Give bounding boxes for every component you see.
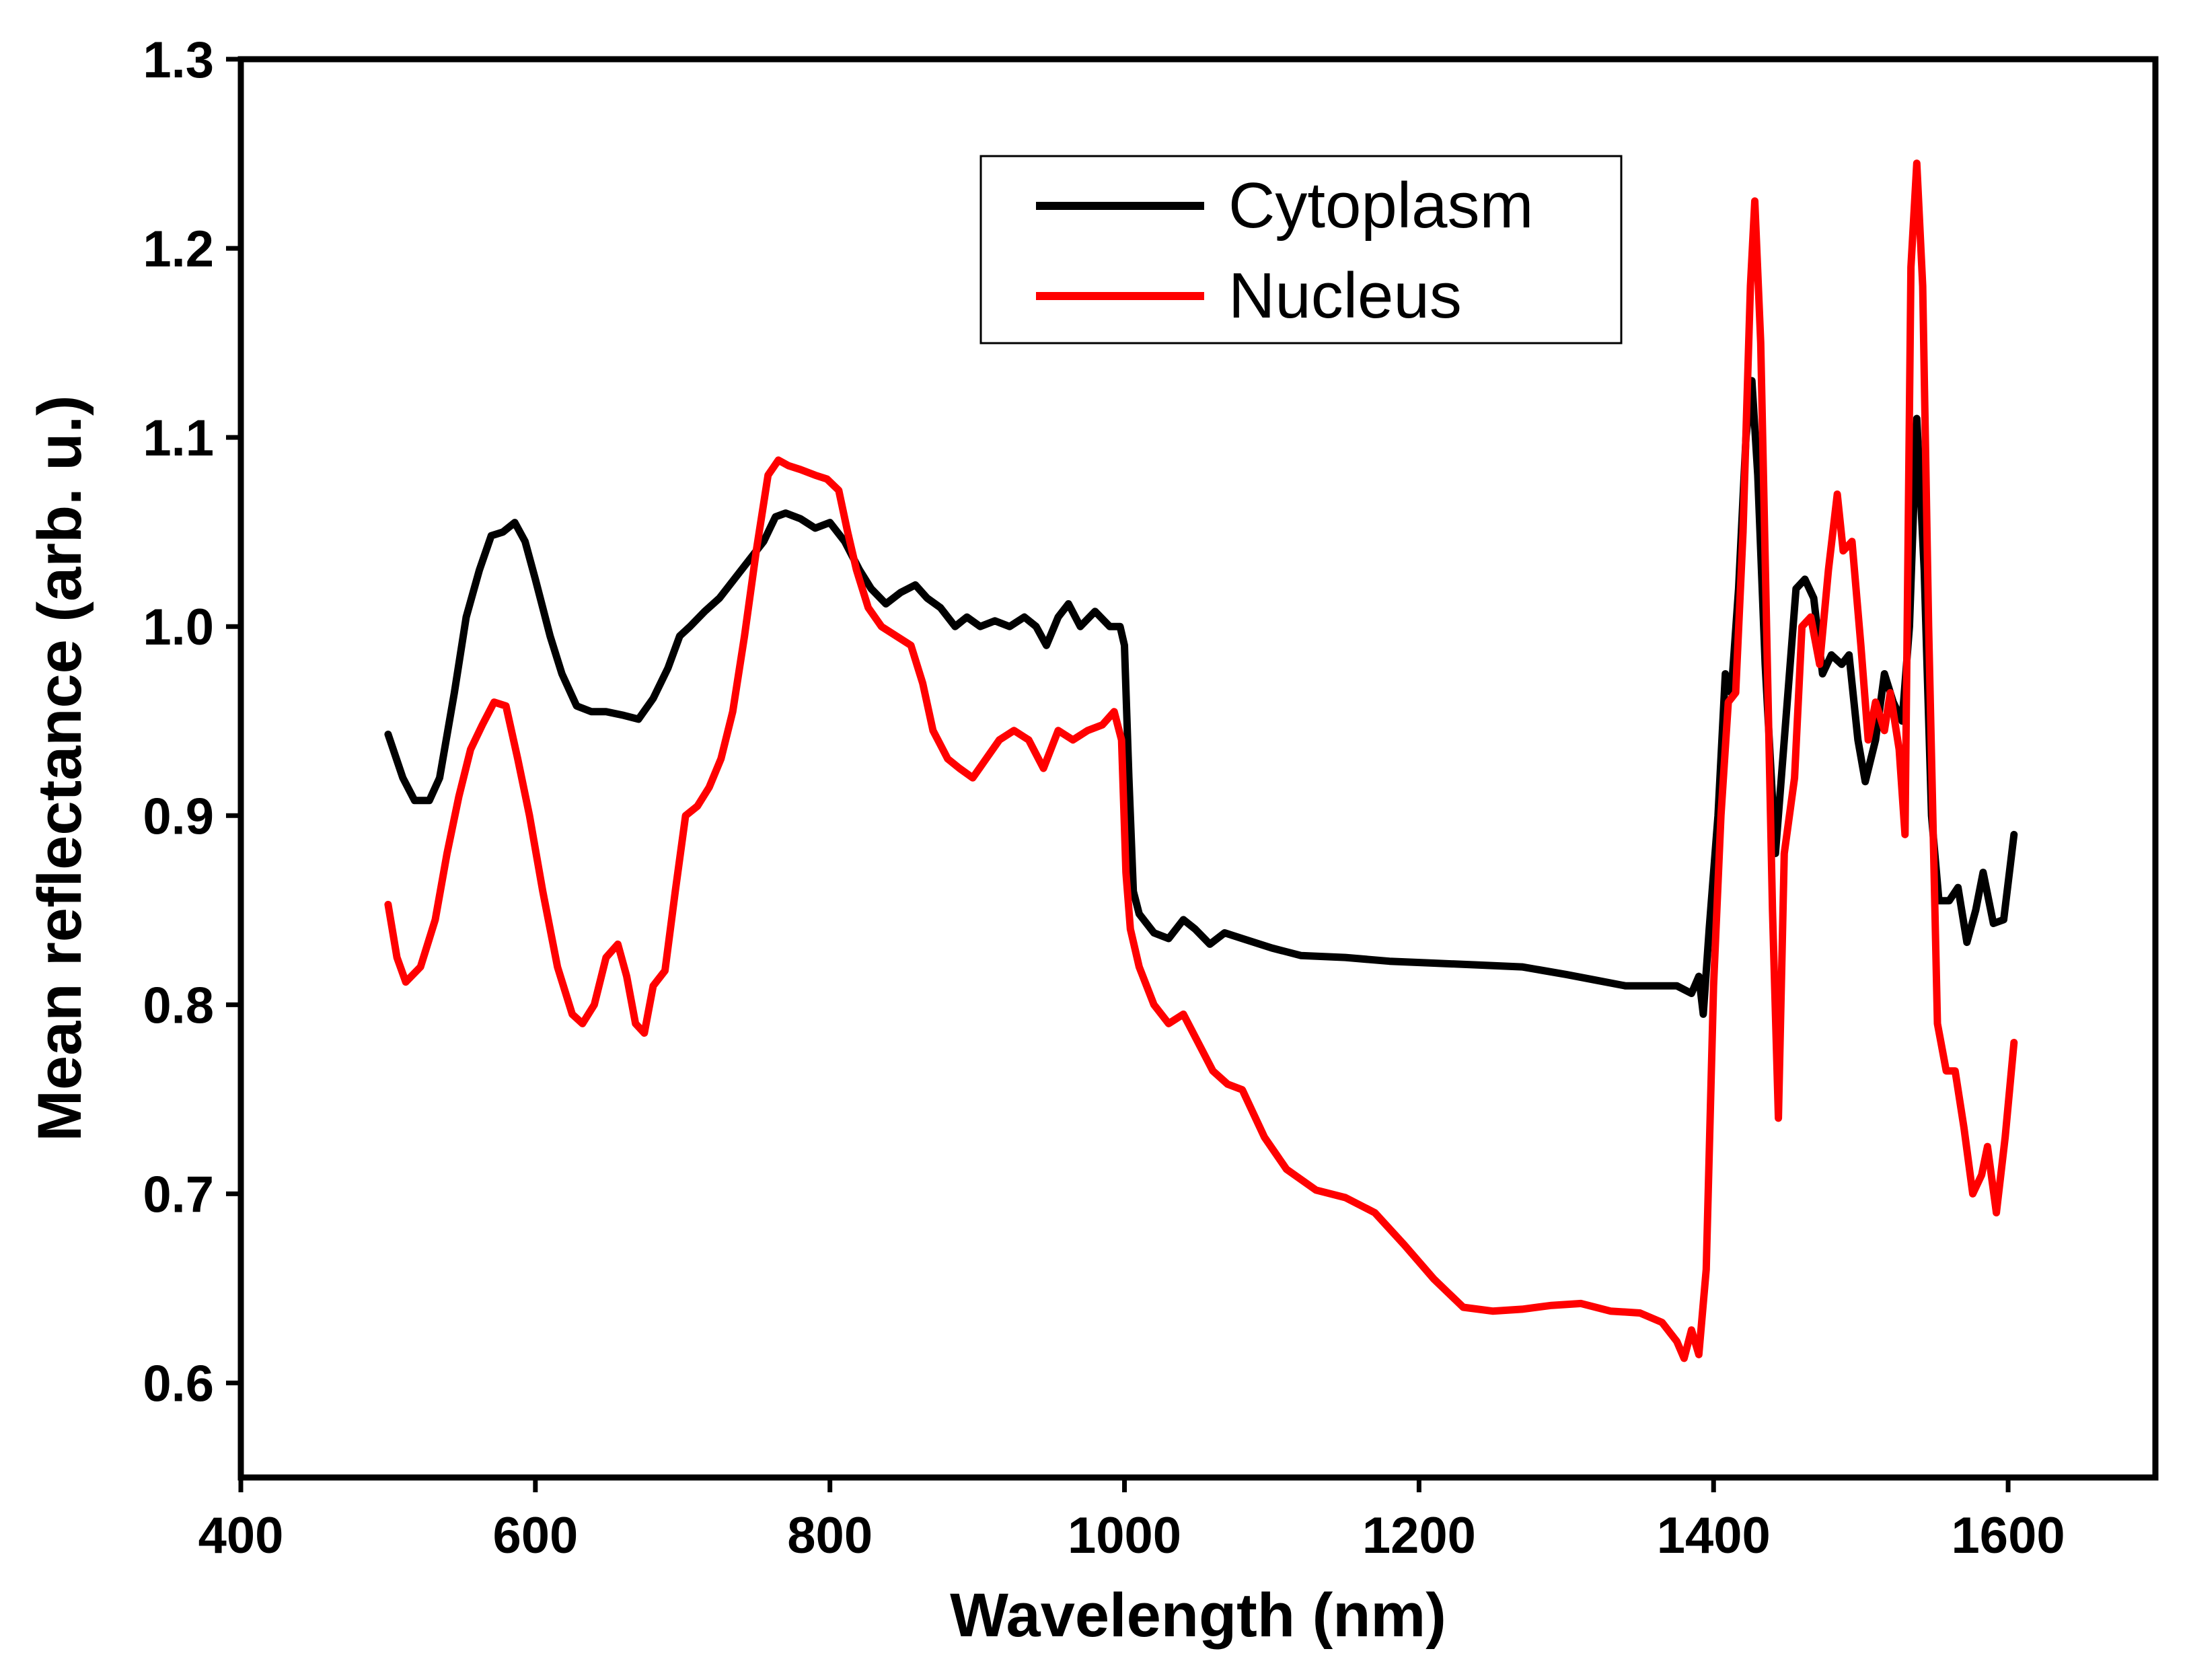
y-tick-label-0.6: 0.6: [143, 1355, 214, 1412]
legend: Cytoplasm Nucleus: [979, 155, 1623, 344]
plot-frame: [237, 56, 2159, 1481]
legend-label-nucleus: Nucleus: [1228, 260, 1462, 332]
series-line-cytoplasm: [384, 377, 2018, 1018]
x-tick-label-600: 600: [492, 1507, 578, 1564]
series-line-nucleus: [384, 159, 2018, 1362]
x-axis-label: Wavelength (nm): [950, 1581, 1446, 1650]
x-tick-label-1600: 1600: [1952, 1507, 2065, 1564]
y-axis-label: Mean reflectance (arb. u.): [26, 395, 94, 1141]
tick-layer: 400 600 800 1000 1200 1400 1600 0.6 0.7 0.8 0.9 1.0…: [143, 32, 2065, 1564]
x-tick-label-800: 800: [787, 1507, 873, 1564]
x-tick-label-1200: 1200: [1362, 1507, 1476, 1564]
legend-label-cytoplasm: Cytoplasm: [1228, 170, 1533, 242]
y-tick-label-1.1: 1.1: [143, 410, 214, 467]
y-tick-label-0.9: 0.9: [143, 788, 214, 845]
x-tick-label-1000: 1000: [1068, 1507, 1181, 1564]
legend-box: [979, 155, 1623, 344]
x-tick-label-1400: 1400: [1657, 1507, 1771, 1564]
y-tick-label-0.8: 0.8: [143, 977, 214, 1034]
series-layer: [384, 159, 2018, 1362]
x-tick-label-400: 400: [198, 1507, 284, 1564]
y-tick-label-1.3: 1.3: [143, 32, 214, 89]
y-tick-label-0.7: 0.7: [143, 1166, 214, 1223]
y-tick-label-1.0: 1.0: [143, 599, 214, 656]
y-tick-label-1.2: 1.2: [143, 221, 214, 278]
